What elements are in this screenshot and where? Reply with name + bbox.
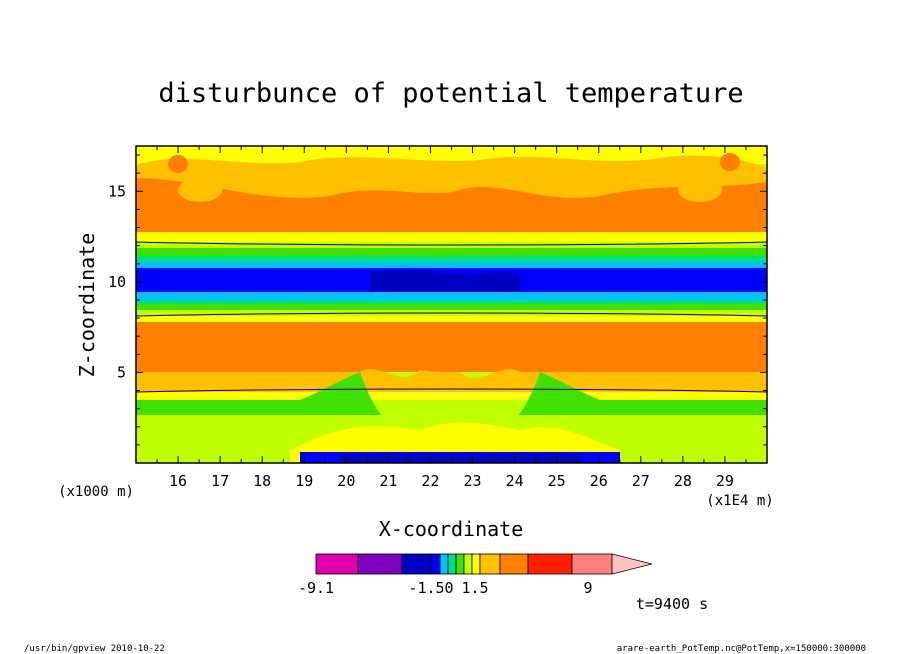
colorbar-segment [357,553,403,575]
footer-right: arare-earth_PotTemp.nc@PotTemp,x=150000:… [617,644,866,654]
x-tick-label: 22 [421,472,439,490]
y-unit-label: (x1000 m) [58,484,134,500]
plot-area [136,146,767,463]
blob-left-red [168,155,188,173]
band-dark-blue [370,270,520,298]
x-unit-label: (x1E4 m) [706,493,773,509]
band-green-2 [136,304,767,310]
x-tick-label: 24 [506,472,524,490]
footer-left: /usr/bin/gpview 2010-10-22 [24,644,165,654]
band-green-1 [136,248,767,256]
colorbar-segment [315,553,359,575]
y-axis-label: Z-coordinate [75,233,99,378]
colorbar-tick-label: 1.5 [461,579,488,597]
y-tick-label: 15 [108,182,126,200]
x-tick-label: 21 [379,472,397,490]
x-tick-label: 29 [716,472,734,490]
colorbar-segment [499,553,529,575]
colorbar-segment [571,553,613,575]
colorbar-segment [431,553,441,575]
x-tick-label: 27 [632,472,650,490]
colorbar-arrow [611,553,653,575]
band-upper-dark-orange [136,178,767,232]
x-tick-label: 16 [169,472,187,490]
band-teal-1 [136,256,767,262]
x-tick-label: 18 [253,472,271,490]
x-tick-label: 28 [674,472,692,490]
y-tick-label: 10 [108,273,126,291]
contour-line [136,388,767,393]
colorbar-segment [463,553,473,575]
colorbar [315,553,653,575]
x-tick-label: 17 [211,472,229,490]
x-tick-label: 25 [548,472,566,490]
colorbar-segment [439,553,449,575]
colorbar-segment [479,553,501,575]
band-lower-orange [136,369,767,392]
y-tick-label: 5 [117,363,126,381]
band-upper-yellow [136,146,767,164]
colorbar-segment [401,553,433,575]
x-tick-label: 20 [337,472,355,490]
blob-bottom-dark-blue [340,455,580,463]
y-axis-ticks: 5 10 15 [108,154,767,446]
colorbar-tick-label: -9.1 [298,579,334,597]
colorbar-segment [447,553,457,575]
colorbar-tick-label: -1.50 [408,579,453,597]
x-tick-label: 23 [464,472,482,490]
x-axis-label: X-coordinate [379,517,524,541]
blob-right-yellow [678,178,722,202]
colorbar-tick-label: 9 [583,579,592,597]
x-tick-label: 19 [295,472,313,490]
colorbar-segment [455,553,465,575]
blob-right-red [720,153,740,171]
band-cyan-1 [136,262,767,268]
x-tick-label: 26 [590,472,608,490]
chart-title: disturbunce of potential temperature [158,78,743,109]
contour-line [136,241,767,246]
band-yellow-1 [136,232,767,242]
band-cyan-2 [136,292,767,300]
colorbar-segment [527,553,573,575]
band-yellow-2 [136,316,767,322]
colorbar-segment [471,553,481,575]
band-lower-yellow [136,392,767,400]
blob-left-yellow [178,178,222,202]
contour-line [136,312,767,317]
band-teal-2 [136,300,767,304]
colorbar-tick-labels: -9.1 -1.50 1.5 9 [298,579,593,597]
band-orange-2 [136,322,767,372]
time-label: t=9400 s [636,595,708,613]
x-axis-ticks: 16 17 18 19 20 21 22 23 24 25 26 27 28 29 [135,146,768,490]
